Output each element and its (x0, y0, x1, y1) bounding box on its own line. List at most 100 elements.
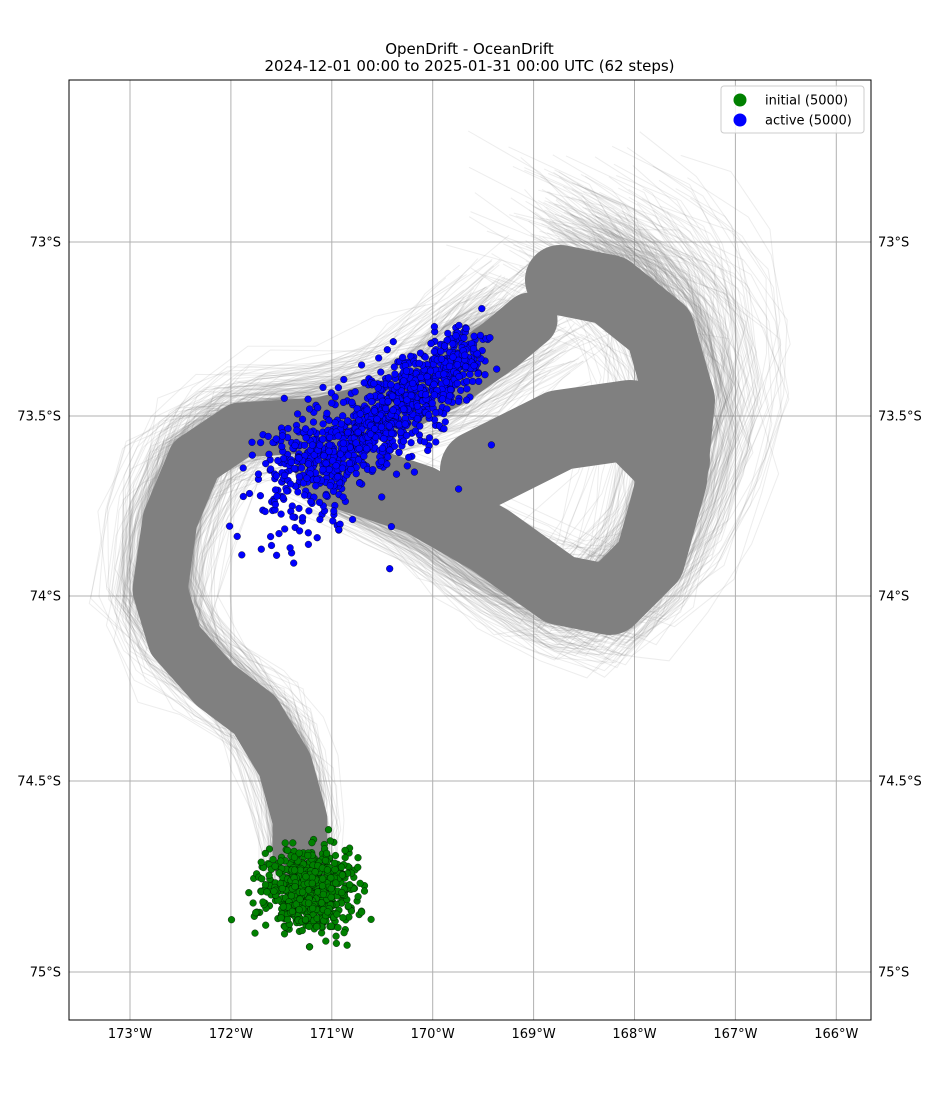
active-particle (290, 464, 298, 473)
initial-particle (339, 914, 347, 922)
active-particle (356, 410, 364, 418)
active-particle (374, 384, 382, 392)
active-particle (239, 492, 247, 501)
active-particle (382, 404, 390, 413)
active-particle (331, 418, 339, 427)
initial-particle (324, 908, 332, 916)
initial-particle (308, 839, 316, 847)
active-particle (476, 331, 484, 339)
active-particle (298, 415, 307, 423)
active-particle (355, 445, 363, 453)
x-tick-label: 166°W (814, 1027, 858, 1042)
y-tick-label-left: 74°S (30, 590, 61, 605)
active-particle (281, 525, 289, 533)
active-particle (373, 415, 381, 423)
initial-particle (296, 895, 304, 903)
x-tick-label: 171°W (310, 1027, 354, 1042)
active-particle (299, 514, 307, 522)
active-particle (278, 442, 286, 451)
active-particle (331, 393, 339, 401)
active-particle (403, 396, 411, 404)
active-particle (349, 515, 357, 524)
active-particle (407, 391, 415, 400)
initial-particle (322, 937, 330, 945)
active-particle (384, 397, 392, 406)
active-particle (281, 471, 289, 479)
active-particle (395, 448, 403, 456)
active-particle (304, 460, 312, 468)
active-particle (305, 507, 313, 515)
active-particle (274, 457, 282, 465)
initial-particle (298, 926, 306, 935)
active-particle (430, 348, 438, 356)
y-tick-label-left: 75°S (30, 966, 61, 981)
active-particle (322, 459, 330, 467)
active-particle (267, 541, 276, 550)
chart-subtitle: 2024-12-01 00:00 to 2025-01-31 00:00 UTC… (264, 57, 675, 75)
active-particle (297, 464, 306, 472)
legend-marker-initial (733, 93, 747, 107)
initial-particle (305, 899, 313, 907)
initial-particle (346, 881, 354, 889)
active-particle (466, 370, 474, 378)
active-particle (400, 377, 408, 385)
active-particle (289, 513, 297, 521)
initial-particle (358, 908, 366, 916)
active-particle (388, 429, 396, 437)
active-particle (393, 398, 401, 406)
initial-particle (306, 943, 314, 951)
initial-particle (289, 839, 297, 847)
initial-particle (323, 849, 331, 857)
active-particle (389, 338, 397, 346)
active-particle (322, 491, 330, 500)
active-particle (368, 398, 376, 406)
active-particle (441, 342, 449, 350)
active-particle (256, 492, 264, 500)
initial-particle (295, 849, 303, 857)
initial-particle (261, 881, 270, 889)
axes-frame (68, 79, 872, 1021)
active-particle (363, 445, 371, 453)
initial-particle (302, 873, 310, 881)
active-particle (370, 380, 378, 388)
y-tick-label-left: 73.5°S (17, 410, 61, 425)
active-particle (348, 398, 356, 406)
active-particle (403, 431, 411, 440)
active-particle (264, 432, 272, 440)
initial-particle (327, 922, 335, 930)
active-particle (380, 435, 388, 443)
active-particle (261, 507, 269, 516)
active-particle (452, 332, 460, 340)
active-particle (278, 432, 286, 440)
active-particle (345, 459, 354, 467)
active-particle (413, 402, 421, 410)
active-particle (319, 420, 327, 428)
active-particle (248, 451, 256, 459)
active-particle (403, 462, 411, 470)
active-particle (371, 425, 379, 433)
active-particle (428, 399, 436, 407)
initial-particle (338, 889, 346, 897)
x-tick-labels: 173°W 172°W 171°W 170°W 169°W 168°W 167°W 166°W (108, 1027, 859, 1042)
initial-particle (318, 899, 326, 907)
active-particle (313, 475, 321, 484)
initial-particle (367, 915, 375, 923)
active-particle (334, 473, 342, 481)
initial-particle (291, 883, 299, 891)
initial-particle (270, 887, 278, 895)
active-particle (265, 450, 273, 458)
active-particle (267, 533, 275, 541)
legend-label-active: active (5000) (765, 114, 852, 129)
x-tick-label: 170°W (411, 1027, 455, 1042)
active-particle (323, 409, 331, 417)
active-particle (486, 334, 494, 342)
active-particle (389, 406, 397, 414)
initial-particle (345, 913, 353, 921)
active-particle (358, 361, 366, 369)
active-particle (463, 385, 471, 393)
active-particle (325, 447, 333, 455)
active-particle (295, 454, 303, 462)
active-particle (293, 426, 301, 434)
active-particle (325, 416, 333, 424)
active-particle (360, 452, 368, 460)
